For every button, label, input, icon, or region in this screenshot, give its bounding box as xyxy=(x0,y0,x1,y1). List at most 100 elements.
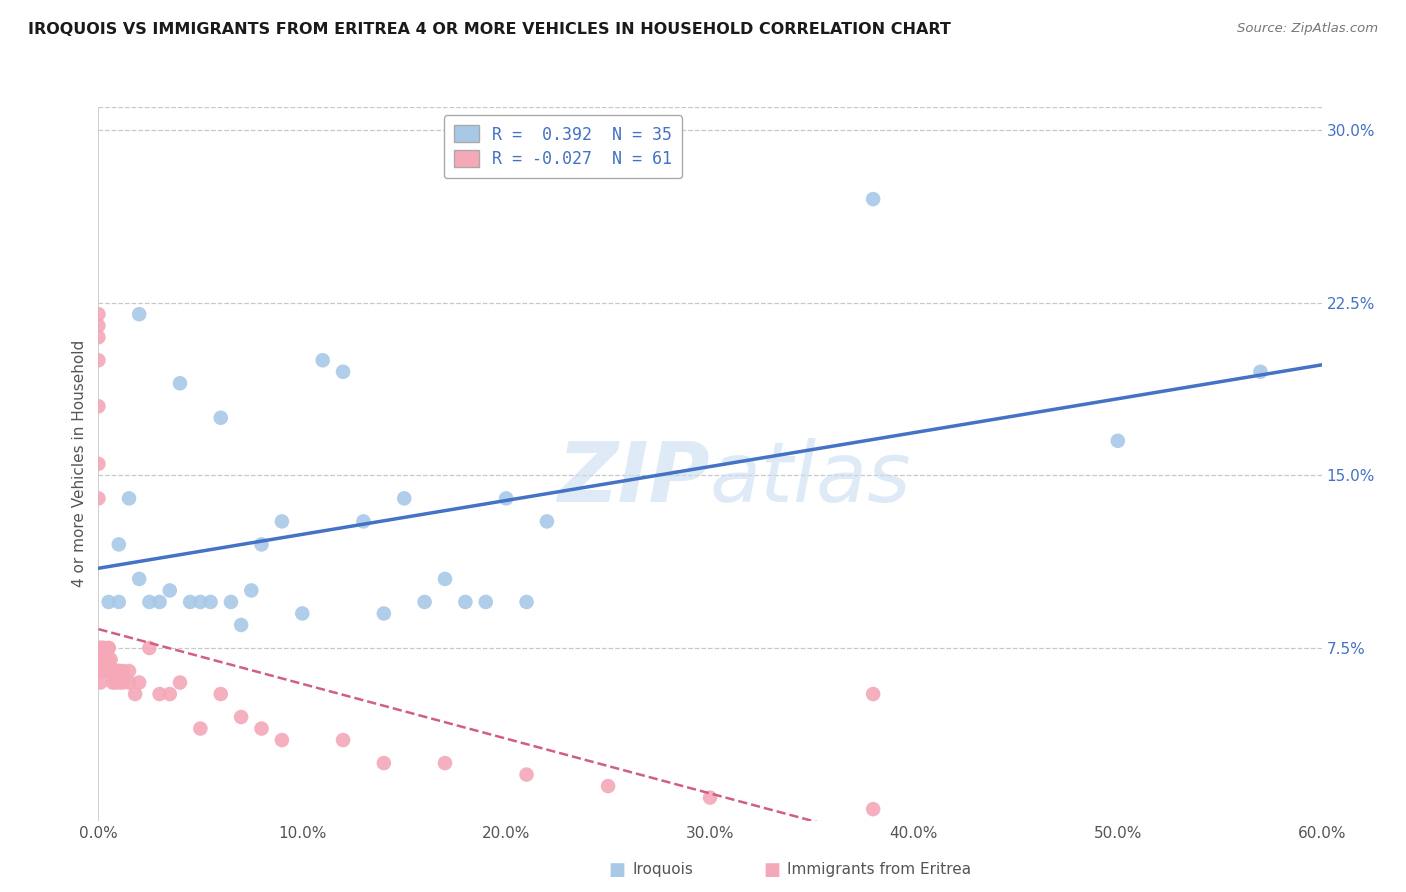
Point xyxy=(373,607,395,621)
Text: Immigrants from Eritrea: Immigrants from Eritrea xyxy=(787,863,972,877)
Point xyxy=(516,595,538,609)
Point xyxy=(699,790,721,805)
Point xyxy=(434,572,457,586)
Point xyxy=(128,675,150,690)
Point xyxy=(138,595,160,609)
Point xyxy=(108,675,131,690)
Point xyxy=(104,664,127,678)
Point xyxy=(1249,365,1271,379)
Point xyxy=(108,664,131,678)
Point xyxy=(454,595,477,609)
Point xyxy=(231,710,253,724)
Point xyxy=(91,664,114,678)
Text: IROQUOIS VS IMMIGRANTS FROM ERITREA 4 OR MORE VEHICLES IN HOUSEHOLD CORRELATION : IROQUOIS VS IMMIGRANTS FROM ERITREA 4 OR… xyxy=(28,22,950,37)
Point xyxy=(91,640,114,655)
Point xyxy=(118,664,141,678)
Point xyxy=(159,583,181,598)
Point xyxy=(91,664,114,678)
Point xyxy=(87,399,110,413)
Point xyxy=(87,457,110,471)
Point xyxy=(413,595,436,609)
Point xyxy=(118,491,141,506)
Point xyxy=(101,664,124,678)
Point xyxy=(188,595,212,609)
Point xyxy=(87,640,110,655)
Point xyxy=(97,664,120,678)
Point xyxy=(1107,434,1129,448)
Point xyxy=(87,353,110,368)
Point xyxy=(231,618,253,632)
Point xyxy=(89,640,111,655)
Point xyxy=(93,640,115,655)
Point xyxy=(188,722,212,736)
Point xyxy=(89,664,111,678)
Point xyxy=(250,537,273,551)
Text: ■: ■ xyxy=(763,861,780,879)
Point xyxy=(124,687,146,701)
Point xyxy=(111,664,134,678)
Point xyxy=(240,583,263,598)
Point xyxy=(87,491,110,506)
Point xyxy=(111,675,134,690)
Point xyxy=(169,376,191,391)
Point xyxy=(495,491,517,506)
Point xyxy=(108,537,131,551)
Point xyxy=(87,330,110,344)
Point xyxy=(312,353,335,368)
Point xyxy=(97,640,120,655)
Point xyxy=(392,491,416,506)
Point xyxy=(89,675,111,690)
Point xyxy=(93,664,115,678)
Point xyxy=(87,318,110,333)
Point xyxy=(536,515,558,529)
Point xyxy=(138,640,160,655)
Text: Iroquois: Iroquois xyxy=(633,863,693,877)
Point xyxy=(862,687,884,701)
Point xyxy=(332,733,354,747)
Text: Source: ZipAtlas.com: Source: ZipAtlas.com xyxy=(1237,22,1378,36)
Point xyxy=(91,652,114,666)
Point xyxy=(87,307,110,321)
Point xyxy=(89,664,111,678)
Point xyxy=(149,595,172,609)
Point xyxy=(209,687,232,701)
Point xyxy=(209,410,232,425)
Point xyxy=(108,595,131,609)
Point xyxy=(128,307,150,321)
Point xyxy=(373,756,395,770)
Point xyxy=(200,595,222,609)
Point xyxy=(169,675,191,690)
Point xyxy=(97,652,120,666)
Point xyxy=(100,664,122,678)
Point xyxy=(87,664,110,678)
Point xyxy=(97,640,120,655)
Point xyxy=(179,595,201,609)
Point xyxy=(108,664,131,678)
Text: atlas: atlas xyxy=(710,438,911,518)
Point xyxy=(87,640,110,655)
Legend: R =  0.392  N = 35, R = -0.027  N = 61: R = 0.392 N = 35, R = -0.027 N = 61 xyxy=(444,115,682,178)
Point xyxy=(149,687,172,701)
Point xyxy=(96,652,118,666)
Point xyxy=(104,675,127,690)
Point xyxy=(352,515,374,529)
Point xyxy=(250,722,273,736)
Point xyxy=(118,675,141,690)
Point xyxy=(598,779,620,793)
Point xyxy=(89,652,111,666)
Point xyxy=(434,756,457,770)
Text: ■: ■ xyxy=(609,861,626,879)
Point xyxy=(91,640,114,655)
Point xyxy=(128,572,150,586)
Point xyxy=(89,640,111,655)
Point xyxy=(100,652,122,666)
Point xyxy=(332,365,354,379)
Point xyxy=(516,767,538,781)
Text: ZIP: ZIP xyxy=(557,438,710,518)
Point xyxy=(270,733,294,747)
Point xyxy=(862,192,884,206)
Y-axis label: 4 or more Vehicles in Household: 4 or more Vehicles in Household xyxy=(72,340,87,588)
Point xyxy=(291,607,314,621)
Point xyxy=(159,687,181,701)
Point xyxy=(474,595,498,609)
